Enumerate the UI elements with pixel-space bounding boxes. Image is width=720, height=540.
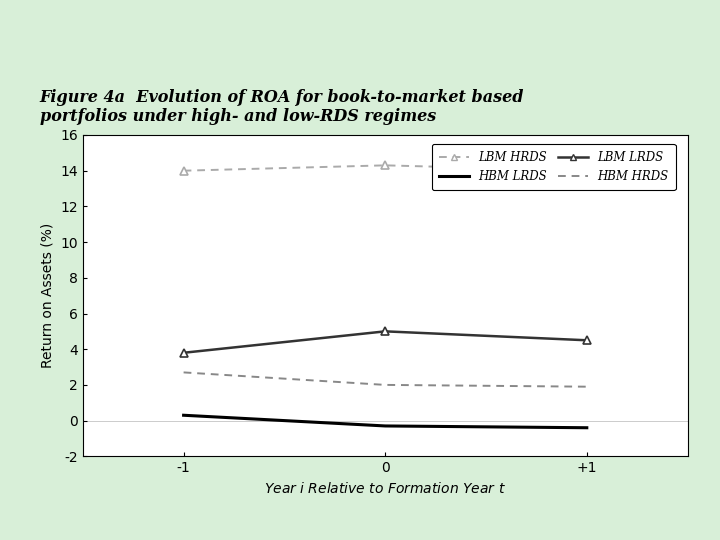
Text: Figure 4a  Evolution of ROA for book-to-market based: Figure 4a Evolution of ROA for book-to-m… (40, 89, 524, 106)
Y-axis label: Return on Assets (%): Return on Assets (%) (40, 223, 55, 368)
X-axis label: Year $i$ Relative to Formation Year $t$: Year $i$ Relative to Formation Year $t$ (264, 481, 506, 496)
Legend: LBM HRDS, HBM LRDS, LBM LRDS, HBM HRDS: LBM HRDS, HBM LRDS, LBM LRDS, HBM HRDS (432, 144, 675, 190)
Text: portfolios under high- and low-RDS regimes: portfolios under high- and low-RDS regim… (40, 108, 436, 125)
